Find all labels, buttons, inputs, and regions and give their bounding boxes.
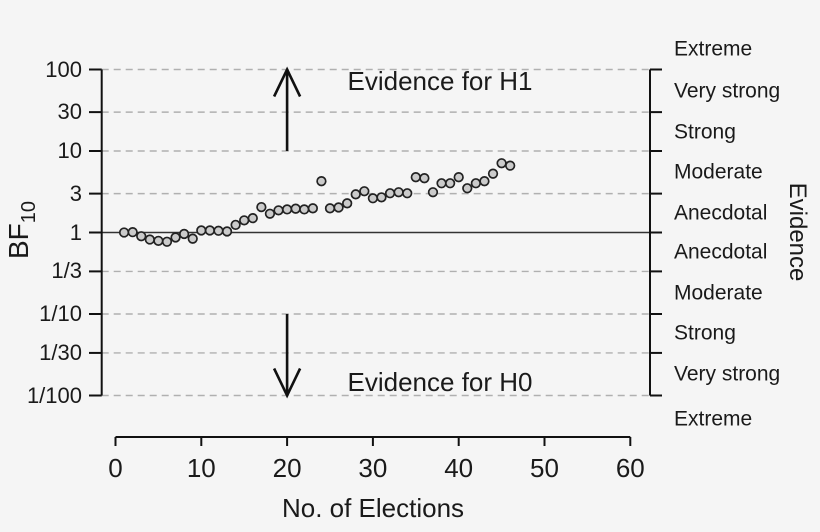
data-point <box>239 215 250 226</box>
data-point <box>127 226 138 238</box>
y-axis-tick-label: 100 <box>45 56 82 82</box>
data-point <box>273 205 284 216</box>
data-point <box>487 168 499 179</box>
data-point <box>496 158 507 169</box>
data-point <box>350 189 361 200</box>
data-point <box>462 183 473 194</box>
x-axis-tick-label: 10 <box>186 453 216 483</box>
data-point <box>299 204 310 215</box>
evidence-for-h1-label: Evidence for H1 <box>347 66 533 96</box>
x-axis-tick-label: 30 <box>358 453 388 483</box>
x-axis-tick-label: 60 <box>615 453 645 483</box>
data-point <box>384 188 396 199</box>
data-point <box>419 173 430 184</box>
evidence-category-label: Moderate <box>674 281 763 305</box>
y-axis-tick-label: 1/10 <box>39 301 82 326</box>
data-point <box>196 225 207 236</box>
x-axis-tick-label: 40 <box>444 453 474 483</box>
data-point <box>427 187 439 198</box>
y-axis-tick-label: 1/30 <box>39 339 82 365</box>
data-point <box>247 212 258 224</box>
y-axis-tick-label: 10 <box>57 138 82 163</box>
data-point <box>470 178 482 189</box>
y-axis-tick-label: 1/100 <box>26 382 82 408</box>
data-point <box>359 186 370 197</box>
evidence-category-label: Strong <box>674 321 736 345</box>
data-point <box>307 203 318 214</box>
evidence-category-label: Extreme <box>674 407 753 430</box>
data-point <box>453 172 464 183</box>
x-axis-tick-label: 50 <box>530 453 559 483</box>
x-axis-tick-label: 0 <box>108 453 123 483</box>
data-point <box>118 227 130 238</box>
data-point <box>153 235 164 246</box>
data-point <box>221 226 233 237</box>
data-point <box>402 188 413 199</box>
evidence-category-label: Moderate <box>674 160 763 184</box>
down-arrow-head <box>272 367 302 399</box>
data-point <box>444 178 456 189</box>
evidence-category-label: Very strong <box>674 362 781 386</box>
data-point <box>367 193 379 204</box>
data-point <box>170 232 181 243</box>
evidence-category-label: Very strong <box>674 79 781 103</box>
data-point <box>316 176 327 187</box>
y-axis-tick-label: 30 <box>57 99 82 125</box>
data-point <box>290 203 301 214</box>
data-point <box>213 225 224 236</box>
y-axis-tick-label: 1/3 <box>51 258 82 284</box>
evidence-category-label: Anecdotal <box>674 240 768 264</box>
data-point <box>161 236 173 247</box>
data-point <box>342 198 353 209</box>
right-axis-label: Evidence <box>784 182 811 282</box>
data-point <box>256 201 267 213</box>
data-point <box>505 160 516 171</box>
data-point <box>376 192 387 203</box>
evidence-for-h0-label: Evidence for H0 <box>347 367 533 397</box>
data-point <box>393 187 404 198</box>
y-axis-tick-label: 1 <box>69 219 82 245</box>
data-point <box>479 176 490 187</box>
up-arrow-head <box>272 66 302 98</box>
data-point <box>187 233 198 244</box>
data-point <box>333 202 344 213</box>
data-point <box>410 172 421 183</box>
evidence-category-label: Extreme <box>674 37 753 60</box>
data-point <box>436 178 447 189</box>
x-axis-label: No. of Elections <box>281 493 465 523</box>
data-point <box>324 203 336 214</box>
evidence-category-label: Anecdotal <box>674 201 768 225</box>
data-point <box>178 228 190 240</box>
data-point <box>230 219 241 231</box>
data-point <box>144 234 155 245</box>
data-point <box>204 225 216 236</box>
data-point <box>264 208 276 219</box>
data-point <box>281 204 293 215</box>
evidence-category-label: Strong <box>674 120 736 144</box>
x-axis-tick-label: 20 <box>272 453 302 483</box>
data-point <box>136 231 147 242</box>
y-axis-tick-label: 3 <box>69 180 82 206</box>
